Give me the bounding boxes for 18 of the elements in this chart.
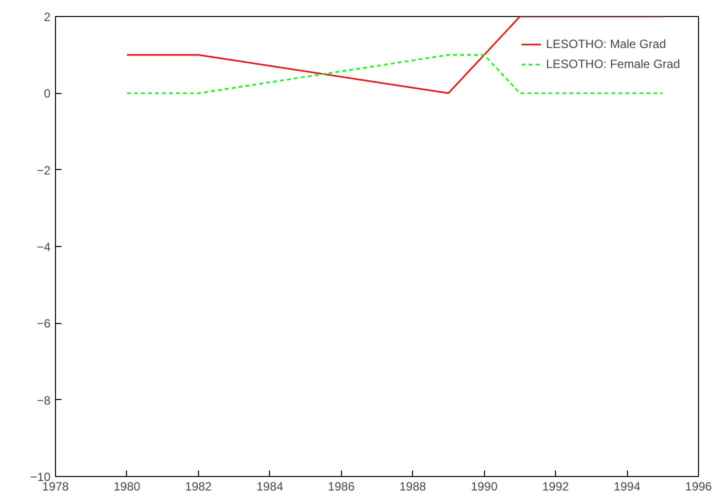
y-tick-label: 2 xyxy=(44,10,51,24)
y-tick-label: −6 xyxy=(36,316,51,331)
legend-label: LESOTHO: Female Grad xyxy=(546,57,680,71)
y-tick-label: −2 xyxy=(36,163,51,178)
x-tick-label: 1980 xyxy=(114,480,141,494)
y-tick-label: 0 xyxy=(44,86,51,101)
x-tick-label: 1986 xyxy=(328,480,355,494)
x-tick-label: 1978 xyxy=(42,480,70,494)
y-tick-label: −4 xyxy=(36,240,51,254)
x-tick-label: 1984 xyxy=(256,480,284,494)
x-tick-label: 1988 xyxy=(399,480,426,494)
x-tick-label: 1994 xyxy=(614,480,641,494)
x-tick-label: 1996 xyxy=(685,480,712,494)
x-tick-label: 1992 xyxy=(542,480,570,494)
legend-label: LESOTHO: Male Grad xyxy=(546,37,666,51)
x-tick-label: 1982 xyxy=(185,480,212,494)
x-tick-label: 1990 xyxy=(470,480,498,494)
y-tick-label: −8 xyxy=(36,393,51,408)
